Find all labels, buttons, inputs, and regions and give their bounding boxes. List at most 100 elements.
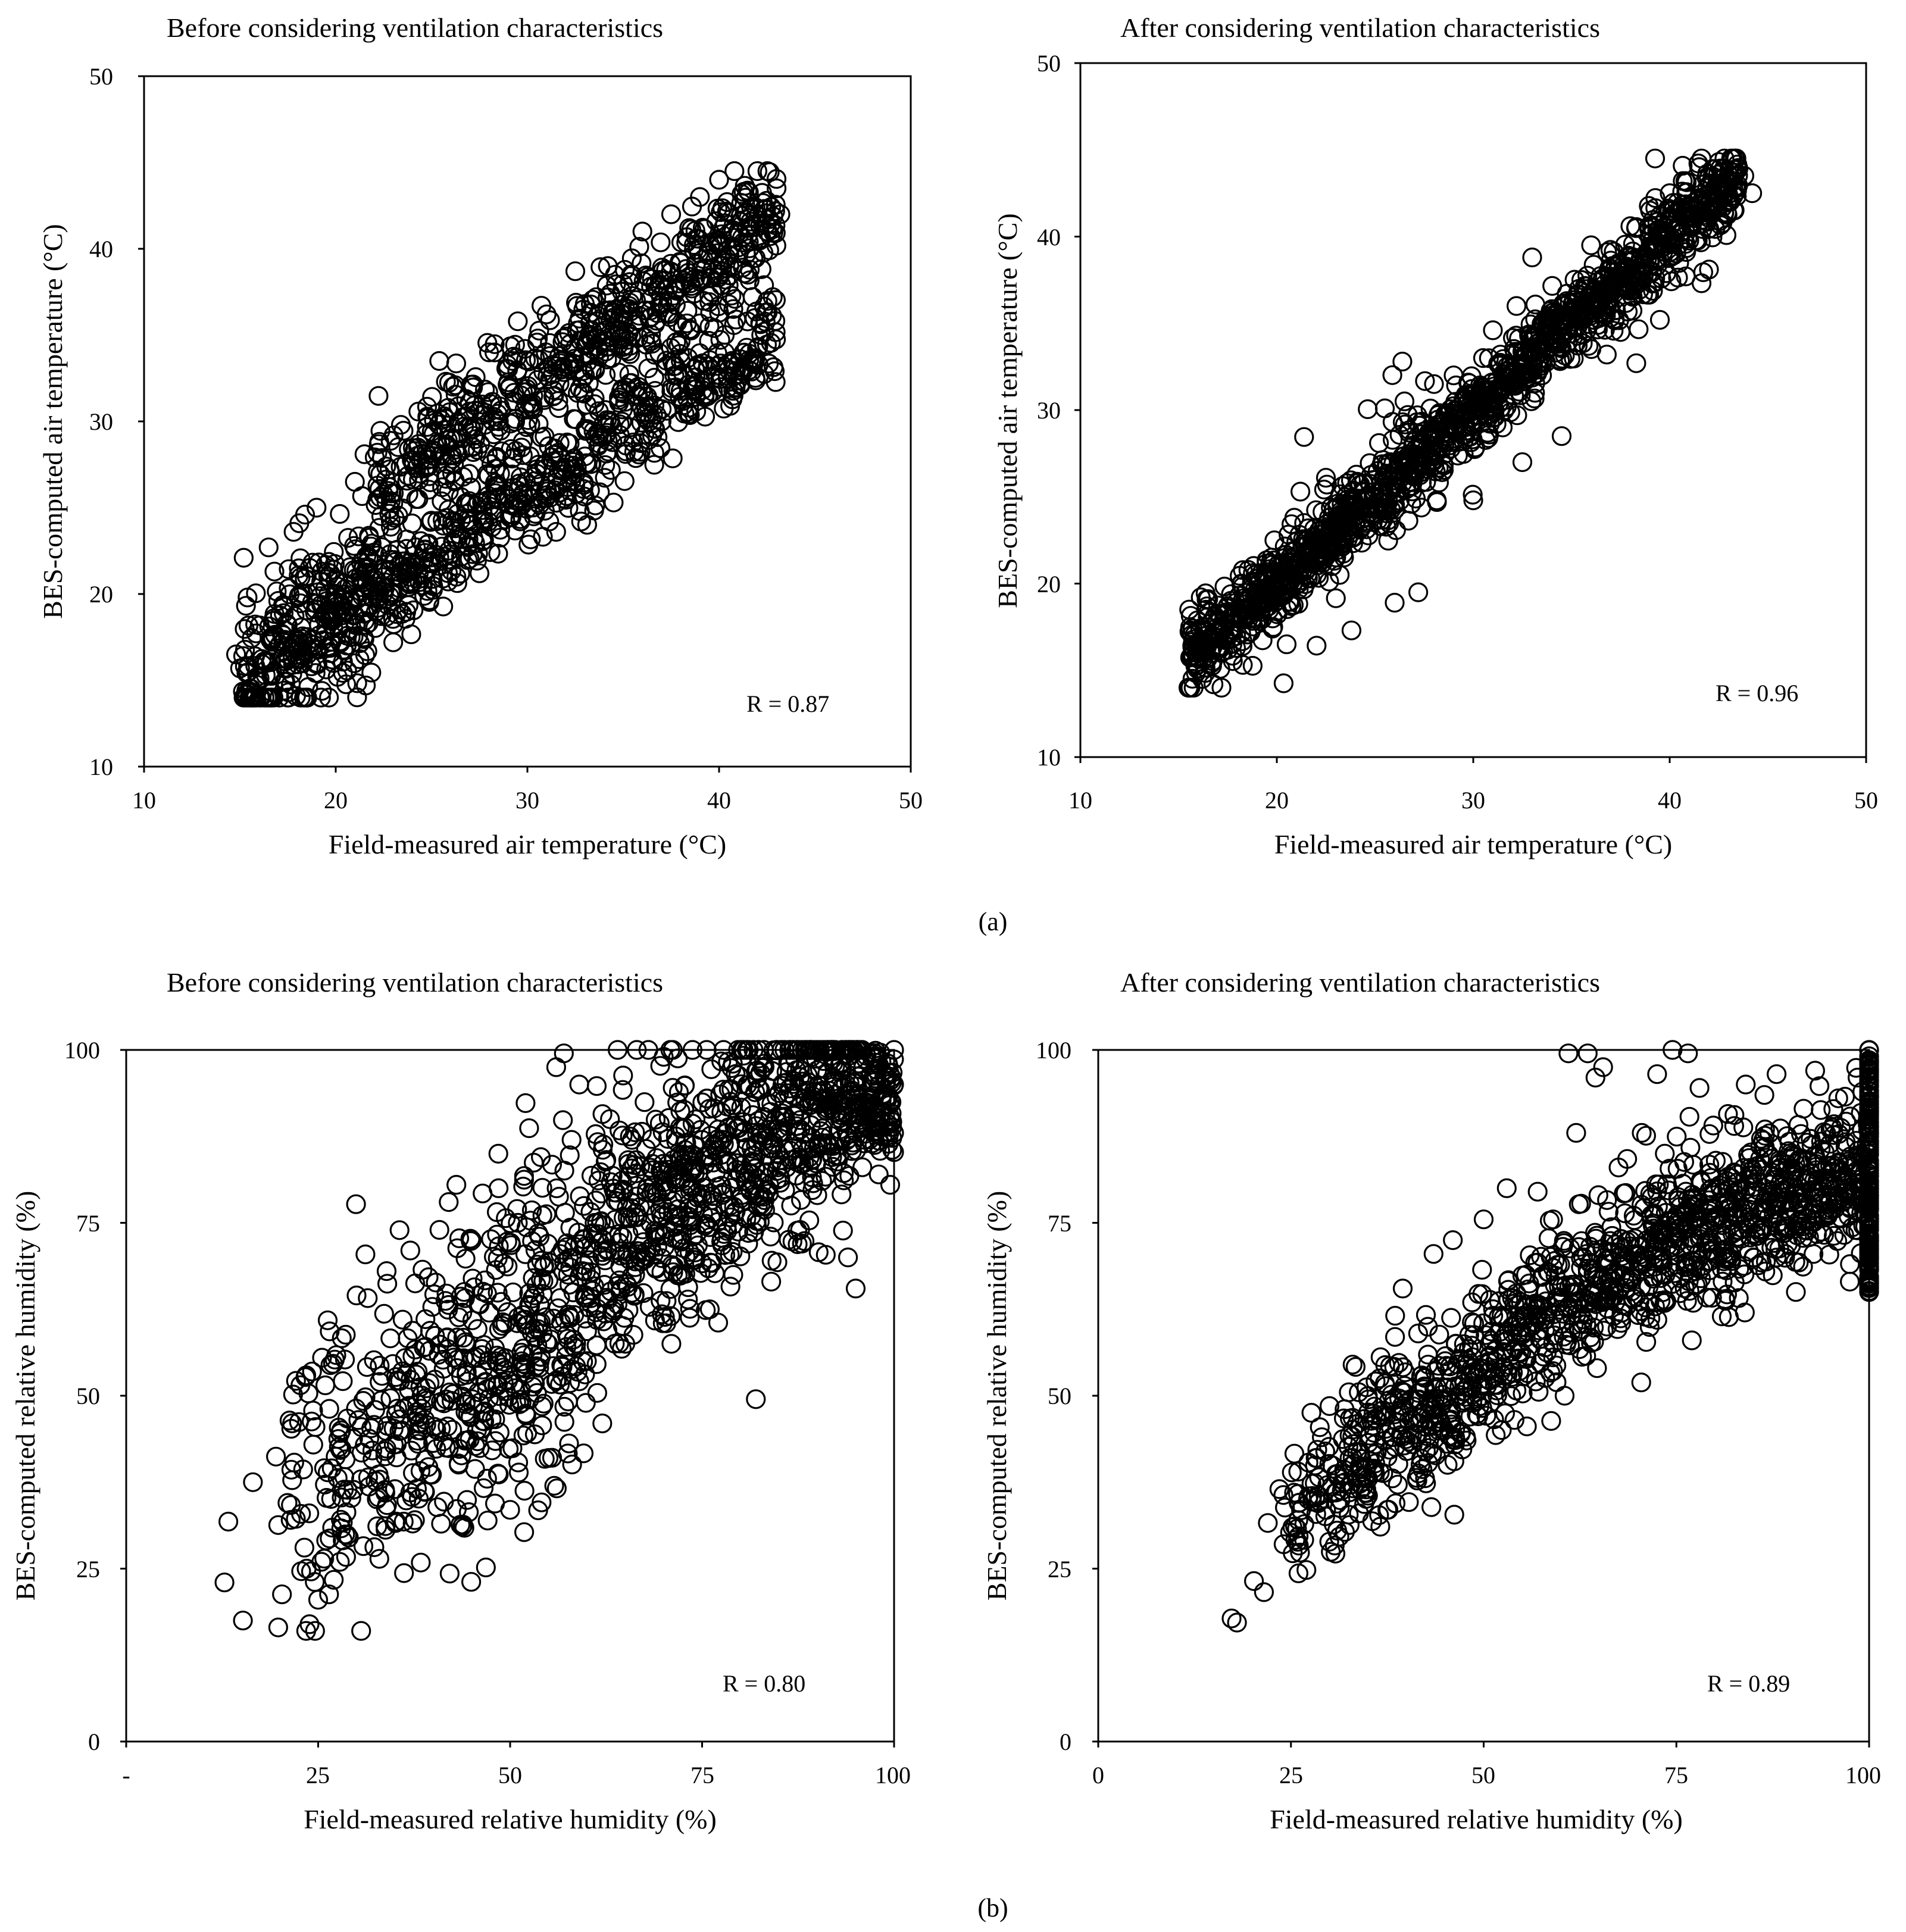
scatter-point <box>491 1292 511 1312</box>
scatter-point <box>523 1152 544 1173</box>
scatter-point <box>765 223 786 243</box>
scatter-point <box>1494 400 1514 421</box>
scatter-point <box>515 1093 536 1114</box>
scatter-point <box>517 417 537 437</box>
scatter-point <box>447 573 467 593</box>
scatter-point <box>344 536 364 556</box>
scatter-point <box>510 476 530 496</box>
scatter-point <box>327 1468 348 1488</box>
scatter-point <box>719 1152 739 1173</box>
scatter-point <box>443 532 463 552</box>
scatter-point <box>511 385 531 405</box>
scatter-point <box>291 617 311 637</box>
scatter-point <box>701 1208 721 1228</box>
scatter-point <box>1607 261 1628 281</box>
y-axis-label: BES-computed air temperature (°C) <box>38 224 68 618</box>
panel-temp-before: Before considering ventilation character… <box>38 12 923 859</box>
scatter-point <box>540 333 560 353</box>
scatter-point <box>419 480 439 500</box>
scatter-point <box>556 1337 577 1357</box>
scatter-point <box>355 1244 376 1265</box>
scatter-point <box>508 311 528 332</box>
scatter-point <box>484 424 504 445</box>
scatter-point <box>544 1475 564 1496</box>
scatter-point <box>595 400 615 420</box>
scatter-point <box>688 356 708 377</box>
scatter-point <box>305 1621 325 1641</box>
scatter-point <box>538 1270 559 1290</box>
scatter-point <box>311 1552 332 1572</box>
scatter-point <box>609 387 629 408</box>
scatter-point <box>805 1090 825 1110</box>
scatter-point <box>291 1561 311 1581</box>
scatter-point <box>740 1077 760 1097</box>
scatter-point <box>644 455 664 475</box>
scatter-point <box>803 1173 823 1193</box>
scatter-point <box>296 636 317 656</box>
scatter-point <box>527 1255 548 1275</box>
scatter-point <box>364 1350 384 1370</box>
x-tick-label: 50 <box>1854 787 1878 814</box>
scatter-point <box>408 1489 429 1509</box>
scatter-point <box>682 279 702 299</box>
scatter-point <box>661 292 681 312</box>
scatter-point <box>534 1255 554 1276</box>
scatter-point <box>1576 276 1596 296</box>
scatter-point <box>861 1087 881 1108</box>
scatter-point <box>486 1260 506 1280</box>
x-tick-label: 75 <box>690 1762 714 1789</box>
scatter-point <box>447 504 468 524</box>
scatter-point <box>396 1490 417 1511</box>
scatter-point <box>279 1411 299 1431</box>
scatter-point <box>600 300 620 320</box>
y-tick-label: 40 <box>1037 224 1061 251</box>
scatter-point <box>254 687 274 708</box>
scatter-point <box>1307 636 1327 656</box>
scatter-point <box>782 1150 802 1170</box>
scatter-point <box>335 1524 355 1545</box>
scatter-point <box>871 1111 891 1131</box>
scatter-point <box>1463 490 1483 511</box>
scatter-point <box>1306 500 1326 520</box>
scatter-point <box>1712 182 1732 202</box>
scatter-point <box>233 548 254 568</box>
y-tick-label: 30 <box>1037 397 1061 424</box>
scatter-point <box>623 432 643 452</box>
x-tick-label: 20 <box>324 787 348 814</box>
scatter-point <box>1581 235 1601 255</box>
scatter-point <box>675 1246 696 1267</box>
scatter-point <box>285 636 305 656</box>
scatter-point <box>742 1146 763 1166</box>
scatter-point <box>1687 198 1707 218</box>
scatter-point <box>483 501 503 521</box>
scatter-point <box>1736 1074 1756 1095</box>
scatter-point <box>1521 391 1542 411</box>
scatter-point <box>1645 198 1666 218</box>
x-tick-label: 30 <box>1461 787 1485 814</box>
scatter-point <box>1314 479 1334 500</box>
scatter-point <box>406 1405 426 1425</box>
scatter-point <box>460 1228 480 1249</box>
scatter-point <box>380 1388 401 1408</box>
scatter-point <box>662 352 683 372</box>
scatter-point <box>660 1040 680 1060</box>
scatter-point <box>380 559 401 580</box>
scatter-point <box>358 1288 378 1308</box>
scatter-point <box>295 504 315 525</box>
scatter-point <box>1460 426 1480 446</box>
scatter-point <box>512 495 532 515</box>
scatter-point <box>243 1472 263 1492</box>
scatter-point <box>1647 1064 1667 1084</box>
scatter-point <box>561 471 582 492</box>
scatter-point <box>1385 592 1405 613</box>
scatter-point <box>726 310 746 330</box>
scatter-point <box>674 1100 695 1120</box>
scatter-point <box>452 1386 473 1406</box>
scatter-point <box>405 1510 425 1530</box>
scatter-point <box>315 555 336 575</box>
scatter-point <box>359 565 380 586</box>
scatter-point <box>635 1092 655 1112</box>
scatter-point <box>853 1098 874 1118</box>
scatter-point <box>703 382 723 402</box>
scatter-point <box>557 1237 577 1257</box>
